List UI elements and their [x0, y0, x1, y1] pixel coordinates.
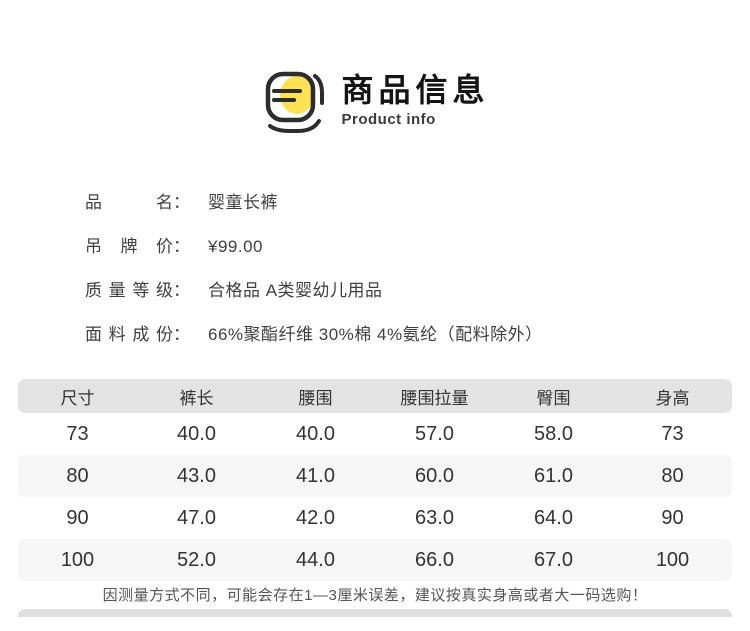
page-title: 商品信息	[341, 72, 490, 108]
detail-row-product-name: 品名： 婴童长裤	[85, 192, 750, 213]
detail-value: ¥99.00	[208, 237, 263, 256]
icon-yellow-blob	[280, 76, 315, 114]
table-cell: 43.0	[177, 464, 216, 487]
table-cell: 52.0	[177, 548, 216, 571]
table-cell: 100	[60, 548, 95, 571]
detail-label: 吊牌价	[85, 237, 173, 256]
column-header-waist-stretch: 腰围拉量	[400, 388, 469, 408]
table-cell: 67.0	[534, 548, 573, 571]
detail-label: 质量等级	[85, 281, 173, 300]
table-cell: 64.0	[534, 506, 573, 529]
table-cell: 100	[655, 548, 690, 571]
table-header-row: 尺寸 裤长 腰围 腰围拉量 臀围 身高	[18, 379, 732, 413]
bottom-section-bar	[18, 609, 732, 617]
detail-colon: ：	[173, 325, 190, 344]
table-cell: 41.0	[296, 464, 335, 487]
table-row-size-100: 100 52.0 44.0 66.0 67.0 100	[18, 539, 732, 581]
table-cell: 47.0	[177, 506, 216, 529]
table-cell: 57.0	[415, 422, 454, 445]
detail-value: 66%聚酯纤维 30%棉 4%氨纶（配料除外）	[208, 325, 543, 344]
column-header-hip: 臀围	[536, 388, 571, 408]
detail-colon: ：	[173, 281, 190, 300]
table-cell: 90	[66, 506, 89, 529]
table-cell: 66.0	[415, 548, 454, 571]
detail-value: 婴童长裤	[208, 193, 278, 212]
detail-label: 品名	[85, 193, 173, 212]
icon-outline	[266, 71, 316, 123]
table-cell: 63.0	[415, 506, 454, 529]
detail-colon: ：	[173, 193, 190, 212]
table-cell: 40.0	[296, 422, 335, 445]
measurement-note: 因测量方式不同，可能会存在1—3厘米误差，建议按真实身高或者大一码选购！	[18, 581, 732, 607]
product-info-doc-icon	[260, 62, 328, 136]
table-cell: 60.0	[415, 464, 454, 487]
table-cell: 80	[661, 464, 684, 487]
icon-echo-right	[313, 74, 325, 105]
table-cell: 80	[66, 464, 89, 487]
table-cell: 40.0	[177, 422, 216, 445]
title-group: 商品信息 Product info	[341, 62, 489, 128]
detail-row-fabric-composition: 面料成份： 66%聚酯纤维 30%棉 4%氨纶（配料除外）	[85, 324, 750, 345]
table-row-size-90: 90 47.0 42.0 63.0 64.0 90	[18, 497, 732, 539]
table-row-size-73: 73 40.0 40.0 57.0 58.0 73	[18, 413, 732, 455]
detail-colon: ：	[173, 237, 190, 256]
product-details: 品名： 婴童长裤 吊牌价： ¥99.00 质量等级： 合格品 A类婴幼儿用品 面料成份…	[85, 192, 750, 345]
table-cell: 44.0	[296, 548, 335, 571]
table-cell: 90	[661, 506, 684, 529]
table-cell: 58.0	[534, 422, 573, 445]
detail-label: 面料成份	[85, 325, 173, 344]
column-header-size: 尺寸	[60, 388, 95, 408]
table-cell: 42.0	[296, 506, 335, 529]
column-header-height: 身高	[655, 388, 690, 408]
column-header-waist: 腰围	[298, 388, 333, 408]
detail-value: 合格品 A类婴幼儿用品	[208, 281, 383, 300]
detail-row-quality-grade: 质量等级： 合格品 A类婴幼儿用品	[85, 280, 750, 301]
table-cell: 73	[661, 422, 684, 445]
column-header-pants-length: 裤长	[179, 388, 214, 408]
table-row-size-80: 80 43.0 41.0 60.0 61.0 80	[18, 455, 732, 497]
icon-echo-bottom	[268, 119, 322, 133]
table-cell: 73	[66, 422, 89, 445]
header: 商品信息 Product info	[0, 0, 750, 140]
size-table: 尺寸 裤长 腰围 腰围拉量 臀围 身高 73 40.0 40.0 57.0 58…	[18, 379, 732, 617]
detail-row-tag-price: 吊牌价： ¥99.00	[85, 236, 750, 257]
table-cell: 61.0	[534, 464, 573, 487]
page-subtitle: Product info	[341, 111, 436, 128]
